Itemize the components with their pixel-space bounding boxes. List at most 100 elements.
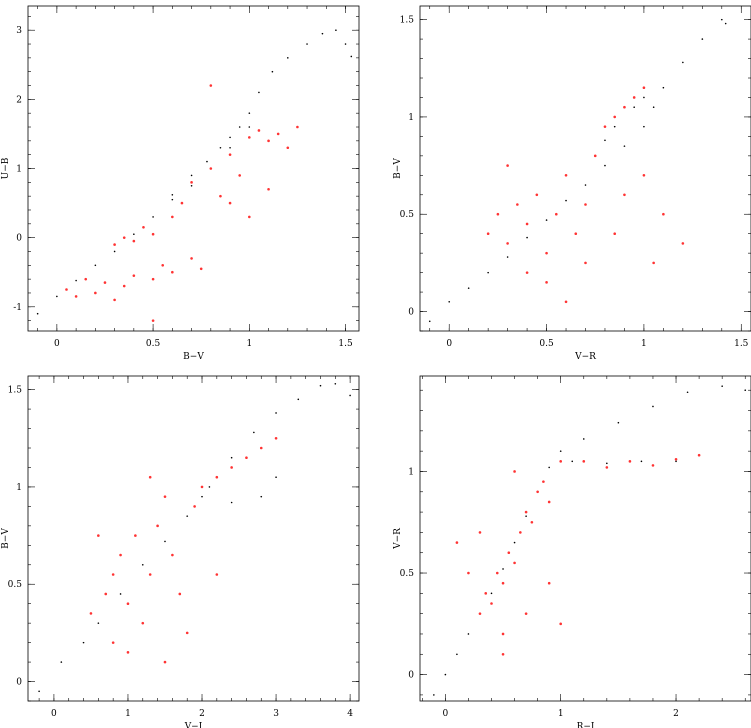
red-point [467, 571, 470, 575]
red-point [122, 284, 126, 288]
black-point [133, 233, 135, 235]
black-point [113, 250, 116, 253]
red-point [219, 194, 222, 198]
red-point [74, 295, 78, 298]
x-tick-label: 1.5 [338, 339, 353, 349]
black-point [525, 515, 527, 517]
x-tick-label: 0 [54, 339, 60, 349]
black-point [36, 312, 39, 315]
black-point [643, 96, 645, 99]
black-point [186, 515, 189, 517]
black-point [286, 57, 289, 59]
red-point [681, 242, 685, 245]
red-point [506, 164, 509, 167]
red-point [516, 203, 519, 206]
black-point [334, 382, 337, 385]
black-point [433, 694, 435, 696]
black-point [38, 690, 40, 693]
y-tick-label: 2 [16, 95, 22, 105]
red-point [564, 174, 568, 177]
red-point [119, 553, 122, 557]
red-point [536, 490, 539, 494]
x-tick-label: 1.5 [734, 339, 749, 349]
black-point [662, 86, 665, 89]
red-point [142, 225, 145, 229]
y-tick-label: 1 [408, 113, 414, 123]
red-point [478, 531, 482, 534]
black-point [75, 279, 77, 282]
black-point [275, 476, 277, 478]
black-point [686, 391, 689, 394]
y-tick-label: 0 [408, 308, 414, 318]
red-point [506, 242, 509, 245]
black-point [248, 126, 251, 128]
red-point [209, 84, 213, 87]
red-point [623, 193, 626, 197]
y-tick-label: 0 [408, 671, 414, 681]
red-point [593, 154, 597, 158]
black-point [456, 653, 458, 656]
red-point [613, 232, 617, 235]
red-point [163, 495, 167, 498]
black-point [548, 466, 550, 469]
black-point [467, 633, 470, 635]
red-point [296, 125, 299, 129]
plot-frame [419, 5, 751, 332]
red-point [113, 298, 116, 302]
red-point [530, 520, 534, 524]
x-axis-label: V−R [574, 352, 596, 362]
red-point [501, 581, 505, 585]
black-point [584, 184, 587, 186]
y-tick-label: 1 [16, 483, 22, 493]
red-point [215, 475, 219, 479]
black-point [306, 43, 308, 45]
chart-panel-vr-vs-ri: 0 1 2 0 0.5 1 R−I V−R [393, 375, 751, 728]
black-point [675, 460, 677, 463]
black-point [744, 389, 747, 392]
black-point [275, 412, 277, 414]
y-axis-label: V−R [393, 528, 403, 550]
chart-panel-ub-vs-bv: 0 0.5 1 1.5 -1 0 1 2 3 B−V U−B [1, 5, 360, 362]
y-tick-label: 1 [16, 165, 22, 175]
y-axis-label: B−V [393, 158, 403, 179]
y-tick-label: 0 [16, 234, 22, 244]
black-point [260, 495, 263, 498]
x-tick-label: 1 [246, 339, 252, 349]
y-tick-label: 3 [16, 26, 22, 36]
red-point [230, 466, 233, 469]
red-point [171, 270, 174, 274]
black-point [201, 495, 203, 498]
black-point [271, 70, 274, 73]
black-point [487, 271, 489, 274]
plot-frame [27, 375, 360, 702]
red-point [193, 505, 196, 508]
red-point [132, 274, 136, 277]
black-point [606, 462, 608, 465]
red-point [199, 267, 203, 271]
red-point [524, 510, 528, 514]
chart-panel-bv-vs-vi: 0 1 2 3 4 0 0.5 1 1.5 V−I B−V [1, 375, 360, 728]
red-point [104, 592, 108, 596]
red-point [582, 460, 586, 463]
black-point [428, 320, 431, 323]
black-point [467, 287, 470, 289]
red-point [495, 571, 499, 575]
red-point [257, 129, 261, 132]
y-axis-label: U−B [1, 157, 11, 179]
red-point [171, 215, 174, 219]
y-axis-label: B−V [1, 528, 11, 549]
y-tick-label: 0 [16, 678, 22, 688]
black-point [230, 501, 233, 504]
black-point [490, 592, 493, 595]
black-point [229, 136, 231, 139]
red-point [259, 446, 263, 450]
red-point [228, 153, 232, 156]
black-point [582, 438, 585, 440]
x-tick-label: 0.5 [539, 339, 554, 349]
red-point [697, 453, 701, 457]
black-point [97, 622, 100, 624]
red-point [276, 132, 280, 136]
black-point [545, 219, 548, 221]
red-point [535, 193, 539, 197]
red-point [134, 534, 137, 537]
